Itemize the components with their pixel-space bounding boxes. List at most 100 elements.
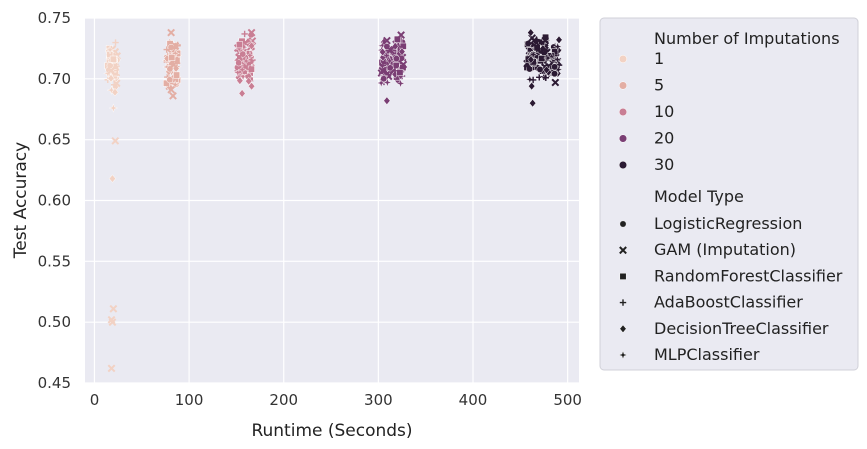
data-point: [539, 45, 547, 53]
data-point: [386, 46, 395, 54]
data-point: [546, 52, 557, 62]
y-tick-label: 0.60: [38, 192, 71, 210]
legend-hue-label: 30: [654, 155, 674, 174]
data-point: [386, 64, 394, 72]
data-point: [247, 28, 256, 37]
data-point: [552, 41, 563, 52]
data-point: [555, 35, 563, 45]
data-point: [167, 28, 176, 37]
legend-style-label: GAM (Imputation): [654, 240, 796, 259]
data-point: [107, 66, 115, 75]
grid-lines: [85, 17, 579, 384]
data-point: [542, 74, 550, 81]
data-point: [245, 76, 253, 86]
legend-style-label: DecisionTreeClassifier: [654, 319, 829, 338]
data-point: [241, 30, 248, 38]
y-tick-label: 0.55: [38, 252, 71, 270]
data-point: [379, 62, 387, 69]
x-tick-label: 200: [269, 391, 298, 409]
legend-style-marker: [618, 350, 628, 360]
data-point: [384, 56, 395, 66]
data-point: [111, 87, 119, 97]
data-point: [391, 67, 399, 75]
x-tick-label: 500: [553, 391, 582, 409]
data-point: [171, 45, 178, 52]
data-point: [524, 62, 531, 70]
data-point: [395, 78, 406, 89]
legend-style-title: Model Type: [654, 187, 744, 206]
data-point: [170, 48, 181, 59]
data-point: [111, 136, 120, 145]
data-point: [528, 49, 539, 60]
data-point: [169, 60, 178, 69]
data-point: [235, 59, 243, 67]
data-point: [393, 35, 401, 43]
data-point: [110, 81, 118, 88]
data-point: [383, 36, 391, 45]
data-point: [169, 91, 177, 100]
legend-style-entries: LogisticRegression GAM (Imputation) Random…: [618, 214, 843, 364]
data-point: [392, 55, 400, 63]
data-point: [109, 55, 117, 63]
data-point: [237, 64, 248, 75]
data-point: [551, 70, 558, 78]
data-point: [112, 39, 119, 46]
data-point: [529, 98, 537, 108]
x-tick-label: 300: [364, 391, 393, 409]
data-point: [536, 47, 543, 55]
legend-style-marker: [619, 220, 627, 228]
data-point: [106, 85, 117, 95]
legend-hue-title: Number of Imputations: [654, 29, 840, 48]
legend-style-marker: [619, 324, 627, 334]
data-point: [543, 65, 551, 75]
data-point: [551, 63, 559, 71]
legend-hue-entries: 1 5 10 20 30: [618, 49, 674, 174]
data-point: [247, 65, 254, 73]
x-tick-label: 100: [175, 391, 204, 409]
data-point: [170, 79, 180, 90]
legend: Number of Imputations 1 5 10 20 30 Model Typ…: [599, 17, 859, 371]
legend-hue-marker: [618, 54, 628, 64]
y-tick-label: 0.75: [38, 9, 71, 27]
data-point: [113, 62, 120, 70]
data-point: [107, 364, 116, 373]
data-point: [396, 69, 404, 77]
y-tick-label: 0.50: [38, 313, 71, 331]
y-tick-label: 0.65: [38, 131, 71, 149]
data-point: [107, 74, 115, 83]
data-point: [235, 53, 244, 62]
data-point: [380, 75, 388, 83]
data-point: [235, 41, 243, 49]
x-tick-labels: 0 100 200 300 400 500: [90, 391, 582, 409]
data-point: [527, 28, 535, 37]
data-point: [536, 65, 544, 73]
y-tick-labels: 0.45 0.50 0.55 0.60 0.65 0.70 0.75: [38, 9, 71, 392]
legend-hue-label: 10: [654, 102, 674, 121]
y-tick-label: 0.45: [38, 374, 71, 392]
data-point: [109, 304, 118, 313]
legend-hue-label: 5: [654, 76, 664, 95]
legend-hue-label: 20: [654, 129, 674, 148]
legend-style-label: RandomForestClassifier: [654, 266, 843, 285]
legend-style-marker: [619, 246, 627, 255]
data-point: [248, 41, 256, 51]
data-point: [532, 38, 541, 47]
data-point: [541, 36, 550, 45]
x-axis-label: Runtime (Seconds): [251, 421, 412, 441]
data-point: [524, 40, 532, 48]
data-point: [378, 66, 387, 75]
data-point: [108, 174, 116, 183]
data-point: [551, 78, 560, 87]
x-tick-label: 0: [90, 391, 100, 409]
data-point: [397, 31, 405, 39]
y-axis-label: Test Accuracy: [11, 142, 31, 260]
data-point: [383, 96, 391, 105]
data-point: [528, 81, 536, 91]
legend-box: [599, 17, 859, 371]
legend-style-marker: [619, 299, 627, 306]
data-point: [173, 71, 181, 79]
data-point: [543, 53, 553, 63]
data-point: [108, 103, 119, 113]
data-point: [398, 47, 406, 56]
data-point: [381, 50, 392, 61]
